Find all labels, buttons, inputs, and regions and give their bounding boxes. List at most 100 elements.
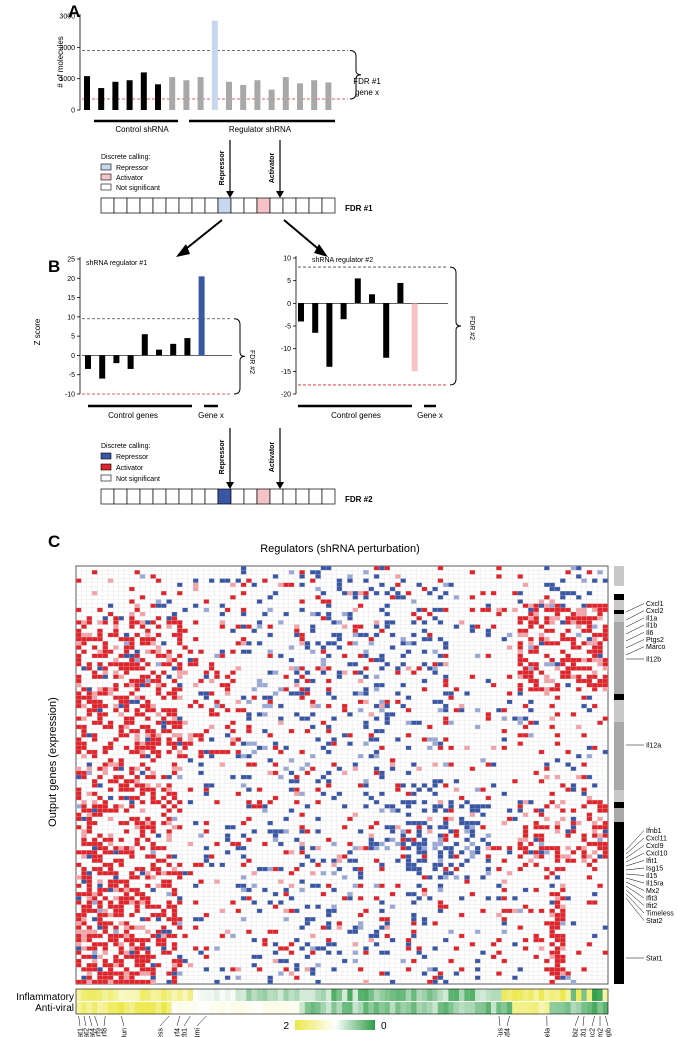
heatmap-cell <box>224 674 231 679</box>
heatmap-cell <box>235 578 241 583</box>
heatmap-cell <box>86 687 93 692</box>
heatmap-cell <box>76 795 82 801</box>
heatmap-cell <box>411 820 417 826</box>
heatmap-cell <box>411 921 417 926</box>
heatmap-cell <box>161 641 167 646</box>
heatmap-cell <box>134 766 140 771</box>
heatmap-cell <box>139 754 146 759</box>
bottom-reg-leader <box>176 1015 180 1027</box>
heatmap-cell <box>107 850 114 855</box>
heatmap-cell <box>81 850 87 855</box>
heatmap-cell <box>512 779 518 784</box>
heatmap-cell <box>517 620 523 625</box>
heatmap-cell <box>86 900 93 905</box>
heatmap-cell <box>91 791 98 796</box>
heatmap-cell <box>107 837 114 842</box>
heatmap-cell <box>123 653 130 659</box>
heatmap-cell <box>118 879 124 884</box>
heatmap-cell <box>576 616 582 621</box>
heatmap-cell <box>315 779 321 784</box>
heatmap-cell <box>91 820 98 826</box>
heatmap-cell <box>76 620 82 625</box>
heatmap-cell <box>171 942 178 947</box>
inflammatory-track-cell <box>469 989 476 1001</box>
heatmap-cell <box>448 850 454 855</box>
heatmap-cell <box>592 683 598 688</box>
heatmap-cell <box>177 900 183 905</box>
heatmap-cell <box>86 808 93 813</box>
heatmap-cell <box>464 829 470 834</box>
heatmap-cell <box>91 783 98 788</box>
heatmap-cell <box>469 804 476 809</box>
heatmap-cell <box>171 979 178 985</box>
heatmap-cell <box>198 754 204 759</box>
heatmap-cell <box>549 678 555 684</box>
heatmap-cell <box>565 628 571 633</box>
panel-b-ytick-label: -15 <box>281 369 291 376</box>
call-strip-cell <box>243 488 258 505</box>
heatmap-cell <box>405 666 412 671</box>
heatmap-cell <box>443 720 449 725</box>
heatmap-cell <box>262 938 268 943</box>
heatmap-cell <box>368 938 374 943</box>
heatmap-cell <box>560 620 566 625</box>
heatmap-cell <box>496 938 502 943</box>
heatmap-cell <box>315 800 321 805</box>
heatmap-cell <box>522 670 529 675</box>
antiviral-track-cell <box>155 1002 162 1014</box>
heatmap-cell <box>182 754 188 759</box>
right-gene-leader <box>625 830 645 851</box>
sidebar-segment <box>614 566 624 586</box>
heatmap-cell <box>129 979 135 985</box>
heatmap-cell <box>544 691 550 696</box>
heatmap-cell <box>240 917 247 922</box>
heatmap-cell <box>251 963 257 968</box>
heatmap-cell <box>373 574 380 579</box>
panel-a-bar <box>155 84 161 110</box>
heatmap-cell <box>139 595 146 600</box>
heatmap-cell <box>533 862 539 868</box>
bottom-reg-label: Timeless <box>158 1028 165 1037</box>
heatmap-cell <box>107 904 114 909</box>
heatmap-cell <box>347 850 353 855</box>
heatmap-cell <box>554 963 561 968</box>
heatmap-cell <box>347 591 353 596</box>
heatmap-cell <box>432 649 438 654</box>
heatmap-cell <box>554 775 561 780</box>
heatmap-cell <box>357 912 364 918</box>
heatmap-cell <box>267 733 273 738</box>
heatmap-cell <box>97 866 103 872</box>
heatmap-cell <box>198 762 204 767</box>
heatmap-cell <box>97 942 103 947</box>
heatmap-cell <box>123 745 130 750</box>
heatmap-cell <box>193 699 199 704</box>
heatmap-cell <box>570 674 577 679</box>
heatmap-cell <box>91 720 98 725</box>
heatmap-cell <box>576 846 582 851</box>
heatmap-cell <box>219 703 226 709</box>
heatmap-cell <box>586 620 593 625</box>
heatmap-cell <box>592 703 598 709</box>
heatmap-cell <box>331 695 337 700</box>
heatmap-cell <box>538 938 545 943</box>
heatmap-cell <box>432 862 438 868</box>
heatmap-cell <box>347 896 353 901</box>
heatmap-cell <box>565 683 571 688</box>
heatmap-cell <box>592 624 598 629</box>
antiviral-track-cell <box>395 1002 401 1014</box>
heatmap-cell <box>592 825 598 830</box>
heatmap-cell <box>118 904 124 909</box>
heatmap-cell <box>283 946 289 951</box>
heatmap-cell <box>102 979 108 985</box>
call-strip-cell <box>152 488 167 505</box>
heatmap-cell <box>161 775 167 780</box>
heatmap-cell <box>171 825 178 830</box>
heatmap-cell <box>496 611 502 617</box>
call-strip-cell <box>100 488 115 505</box>
heatmap-cell <box>262 866 268 872</box>
heatmap-cell <box>145 716 151 721</box>
heatmap-cell <box>240 854 247 859</box>
heatmap-cell <box>81 703 87 709</box>
heatmap-cell <box>102 641 108 646</box>
heatmap-cell <box>107 745 114 750</box>
